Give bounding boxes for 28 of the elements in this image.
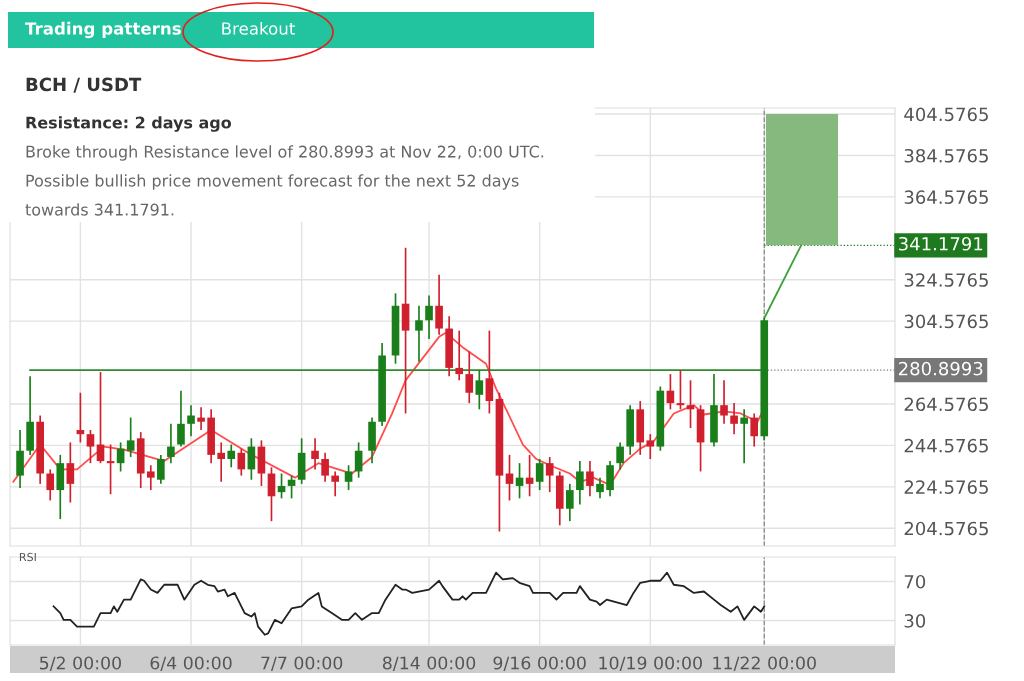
- annotation: Broke through Resistance level of 280.8993 at Nov 22, 0:00 UTC.: [26, 145, 544, 161]
- y-tick-label: 364.5765: [904, 190, 988, 205]
- y-tick-label: 324.5765: [904, 273, 988, 287]
- x-tick-label: 7/7 00:00: [261, 656, 343, 671]
- annotation: RSI: [19, 552, 36, 562]
- x-tick-label: 8/14 00:00: [382, 656, 476, 671]
- y-tick-label: 204.5765: [904, 521, 988, 536]
- text: BCH / USDT: [26, 77, 142, 93]
- y-tick-label: 404.5765: [904, 107, 988, 122]
- y-tick-label: 70: [904, 574, 926, 589]
- text: Breakout: [222, 21, 295, 35]
- ref-line-label: 341.1791: [899, 236, 983, 251]
- y-tick-label: 264.5765: [904, 397, 988, 412]
- ref-line-label: 280.8993: [898, 361, 983, 376]
- x-tick-label: 5/2 00:00: [39, 656, 121, 671]
- x-tick-label: 11/22 00:00: [713, 656, 816, 671]
- y-tick-label: 384.5765: [904, 148, 988, 163]
- y-tick-label: 30: [904, 614, 926, 628]
- annotation: towards 341.1791.: [25, 203, 174, 216]
- x-tick-label: 10/19 00:00: [599, 656, 702, 671]
- text: Trading patterns: [25, 21, 181, 39]
- annotation: Possible bullish price movement forecast for the next 52 days: [26, 174, 519, 190]
- x-tick-label: 6/4 00:00: [150, 656, 232, 671]
- y-tick-label: 244.5765: [904, 438, 988, 453]
- x-tick-label: 9/16 00:00: [493, 656, 586, 671]
- annotation: Resistance: 2 days ago: [26, 116, 232, 132]
- y-tick-label: 304.5765: [904, 314, 988, 329]
- y-tick-label: 224.5765: [904, 480, 988, 494]
